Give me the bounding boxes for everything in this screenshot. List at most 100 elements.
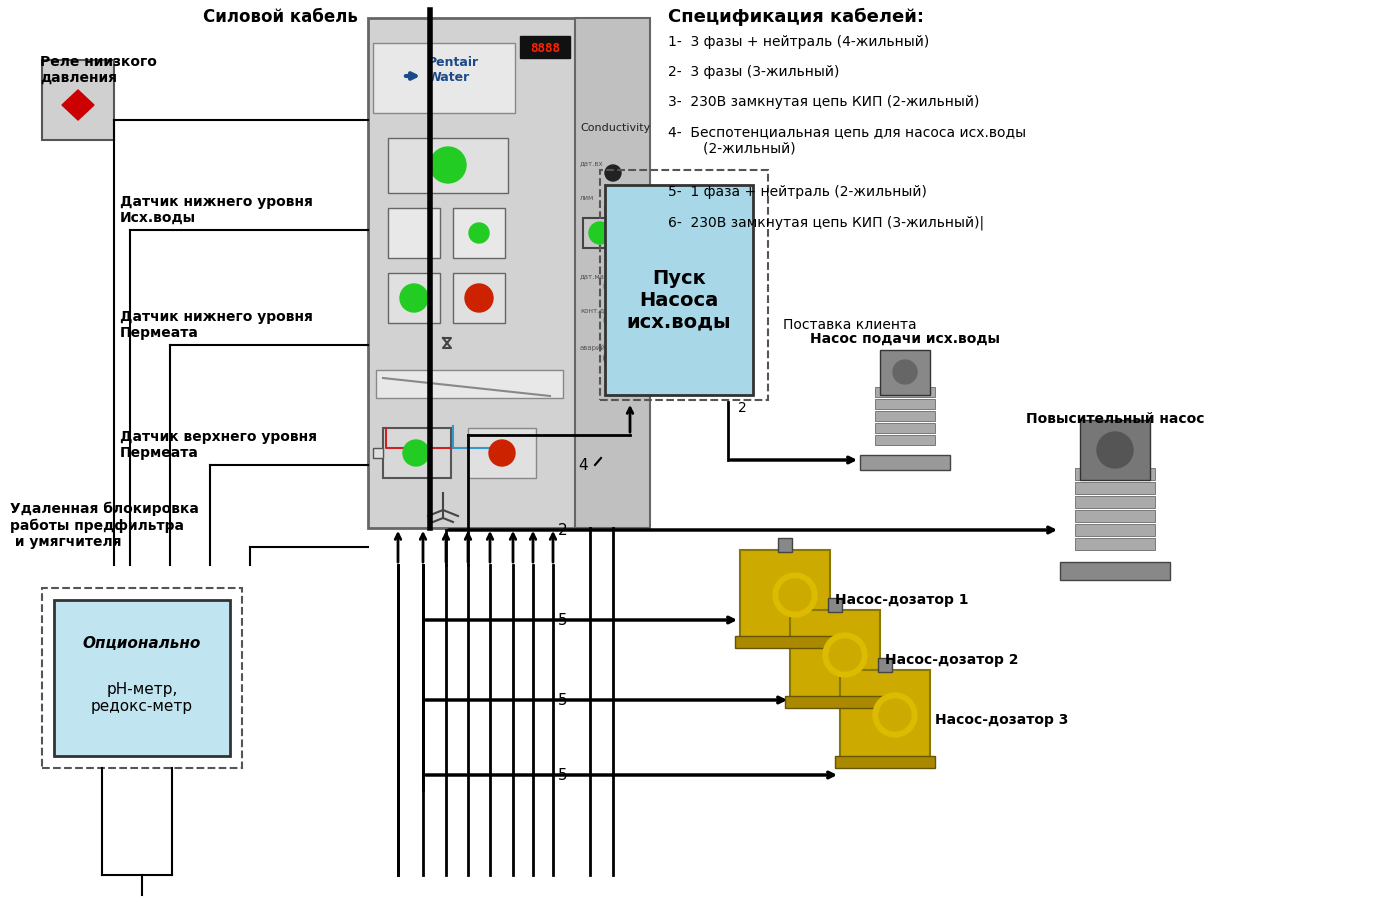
Text: Датчик верхнего уровня
Пермеата: Датчик верхнего уровня Пермеата [120,430,316,460]
Bar [1059,562,1170,580]
Circle shape [590,222,611,244]
Text: 6-  230В замкнутая цепь КИП (3-жильный)|: 6- 230В замкнутая цепь КИП (3-жильный)| [668,215,984,229]
Circle shape [468,223,489,243]
Text: Поставка клиента: Поставка клиента [783,318,917,332]
Text: Насос-дозатор 3: Насос-дозатор 3 [935,713,1068,727]
Bar [388,273,441,323]
Bar [574,18,650,528]
Text: 2-  3 фазы (3-жильный): 2- 3 фазы (3-жильный) [668,65,839,79]
Bar [374,43,514,113]
Text: 5: 5 [558,693,567,708]
Text: 3-  230В замкнутая цепь КИП (2-жильный): 3- 230В замкнутая цепь КИП (2-жильный) [668,95,980,109]
Text: Насос подачи исх.воды: Насос подачи исх.воды [810,332,999,346]
Bar [520,36,570,58]
Bar [42,588,243,768]
Text: Реле ниизкого
давления: Реле ниизкого давления [40,55,158,85]
Text: Pentair
Water: Pentair Water [428,56,480,84]
Bar [1080,420,1150,480]
Bar [828,598,842,612]
Bar [875,423,935,433]
Bar [875,399,935,409]
Bar [790,610,880,700]
Bar [875,411,935,421]
Text: аварий: аварий [580,345,606,352]
Circle shape [605,165,620,181]
Bar [841,670,930,760]
Bar [376,370,563,398]
Bar [42,60,114,140]
Text: рН-метр,
редокс-метр: рН-метр, редокс-метр [91,682,192,714]
Text: Насос-дозатор 2: Насос-дозатор 2 [885,653,1019,667]
Text: Повысительный насос: Повысительный насос [1026,412,1204,426]
Text: Спецификация кабелей:: Спецификация кабелей: [668,8,924,26]
Text: дат.мах: дат.мах [580,273,609,279]
Circle shape [403,440,429,466]
Circle shape [873,693,917,737]
Bar [453,273,505,323]
Bar [1075,468,1156,480]
Circle shape [1097,432,1133,468]
Bar [875,387,935,397]
Bar [875,435,935,445]
Circle shape [822,633,867,677]
Bar [880,350,930,395]
Bar [453,208,505,258]
Bar [785,696,885,708]
Text: 5-  1 фаза + нейтраль (2-жильный): 5- 1 фаза + нейтраль (2-жильный) [668,185,927,199]
Text: 8888: 8888 [530,41,560,55]
Bar [368,18,574,528]
Text: 4-  Беспотенциальная цепь для насоса исх.воды
        (2-жильный): 4- Беспотенциальная цепь для насоса исх.… [668,125,1026,155]
Circle shape [466,284,493,312]
Text: дат.вх: дат.вх [580,160,604,166]
Text: Датчик нижнего уровня
Пермеата: Датчик нижнего уровня Пермеата [120,310,312,341]
Polygon shape [61,90,93,120]
Bar [468,428,537,478]
Text: конт.дат: конт.дат [580,307,612,313]
Bar [1075,482,1156,494]
Bar [54,600,230,756]
Text: Пуск
Насоса
исх.воды: Пуск Насоса исх.воды [627,268,732,331]
Bar [778,538,792,552]
Circle shape [604,277,622,295]
Bar [878,658,892,672]
Bar [383,428,452,478]
Bar [835,756,935,768]
Text: лим: лим [580,195,594,201]
Circle shape [489,440,514,466]
Bar [1075,524,1156,536]
Bar [735,636,835,648]
Circle shape [779,579,811,611]
Circle shape [774,573,817,617]
Circle shape [429,147,466,183]
Circle shape [880,699,912,731]
Text: 4: 4 [579,458,588,473]
Text: 5: 5 [558,613,567,628]
Text: Удаленная блокировка
работы предфильтра
 и умягчителя: Удаленная блокировка работы предфильтра … [10,502,199,549]
Bar [605,185,753,395]
Circle shape [829,639,861,671]
Circle shape [605,200,620,216]
Circle shape [604,349,622,367]
Text: 2: 2 [737,401,747,415]
Bar [1075,538,1156,550]
Circle shape [894,360,917,384]
Bar [388,208,441,258]
Bar [740,550,829,640]
Bar [1075,496,1156,508]
Text: Conductivity: Conductivity [580,123,650,133]
Bar [374,448,383,458]
Text: Насос-дозатор 1: Насос-дозатор 1 [835,593,969,607]
Circle shape [619,222,641,244]
Bar [599,170,768,400]
Text: 2: 2 [558,523,567,538]
Text: 5: 5 [558,768,567,783]
Bar [388,138,507,193]
Text: 1-  3 фазы + нейтраль (4-жильный): 1- 3 фазы + нейтраль (4-жильный) [668,35,930,49]
Bar [1075,510,1156,522]
Text: Датчик нижнего уровня
Исх.воды: Датчик нижнего уровня Исх.воды [120,195,312,226]
Circle shape [604,311,622,329]
Bar [860,455,949,470]
Circle shape [400,284,428,312]
Text: Силовой кабель: Силовой кабель [202,8,357,26]
Text: Опционально: Опционально [82,635,201,650]
